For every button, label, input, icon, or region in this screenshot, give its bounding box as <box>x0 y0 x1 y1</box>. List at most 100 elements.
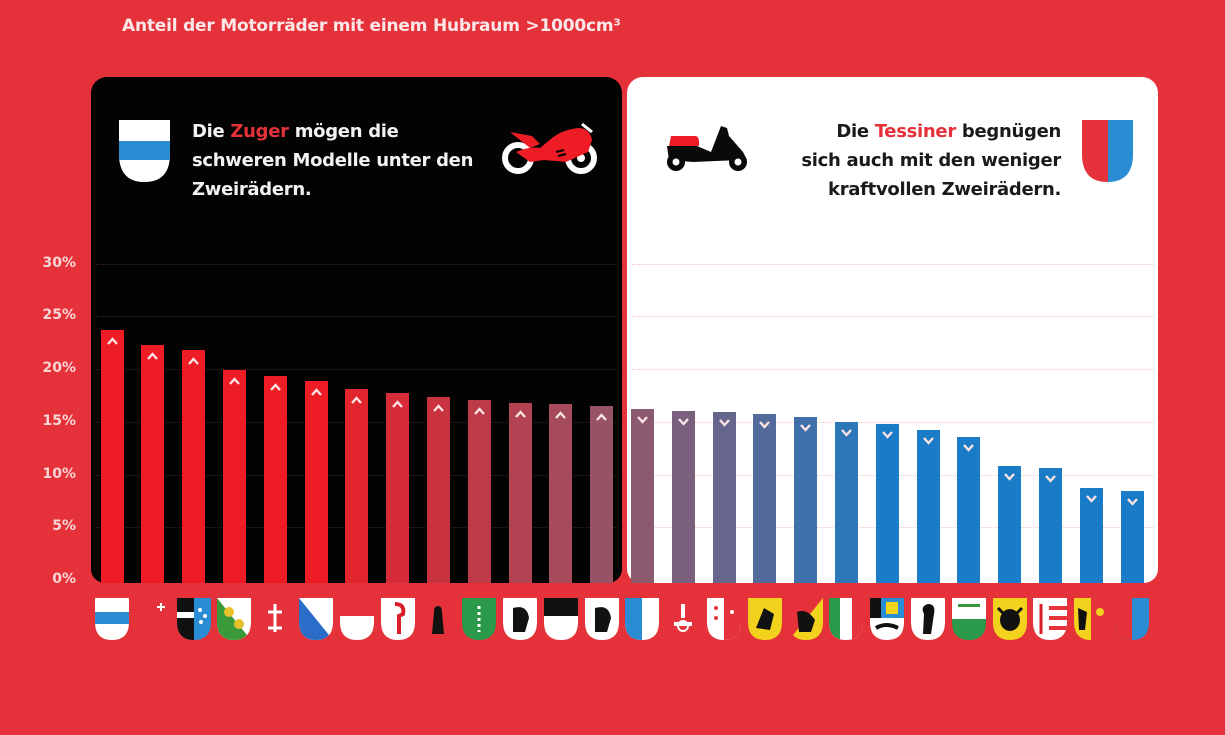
bar-appenzell-ausserrhoden-2- <box>590 405 614 583</box>
bar-obwalden <box>671 411 695 583</box>
bar-bern <box>794 417 818 583</box>
coat-of-arms-basel-stadt-icon <box>911 598 945 640</box>
bar-solothurn <box>345 388 369 583</box>
chevron-up-icon <box>432 404 444 413</box>
coat-of-arms-obwalden-icon <box>666 598 701 640</box>
gridline <box>96 369 618 370</box>
coat-of-arms-solothurn-icon <box>339 598 374 640</box>
bar-freiburg <box>549 403 573 583</box>
y-tick-label: 25% <box>42 307 76 324</box>
coat-of-arms-z-rich-icon <box>299 598 333 640</box>
chevron-up-icon <box>106 337 118 345</box>
chevron-down-icon <box>840 428 852 437</box>
ticino-coat-of-arms-icon <box>1082 120 1133 182</box>
chevron-down-icon <box>1126 498 1138 506</box>
coat-of-arms-appenzell-ausserrhoden-2--icon <box>584 598 619 640</box>
chevron-down-icon <box>636 416 648 424</box>
chevron-up-icon <box>514 409 526 418</box>
y-tick-label: 30% <box>42 254 76 271</box>
gridline <box>632 263 1154 265</box>
bar-z-rich <box>304 381 328 583</box>
coat-of-arms-aargau-icon <box>176 598 211 640</box>
bar-neuenburg <box>834 421 858 583</box>
chevron-down-icon <box>718 419 730 427</box>
coat-of-arms-zug-icon <box>95 598 129 640</box>
chevron-down-icon <box>1004 473 1015 481</box>
coat-of-arms-schaffhausen-icon <box>747 598 782 640</box>
coat-of-arms-appenzell-ausserrhoden-icon <box>503 598 537 640</box>
coat-of-arms-st-gallen-icon <box>462 598 497 640</box>
coat-of-arms-luzern-icon <box>625 598 660 640</box>
chevron-down-icon <box>922 437 934 445</box>
coat-of-arms-neuenburg-icon <box>829 598 864 640</box>
coat-of-arms-freiburg-icon <box>543 598 578 640</box>
chevron-up-icon <box>310 388 322 397</box>
y-tick-label: 15% <box>42 412 76 429</box>
coat-of-arms-graub-nden-icon <box>870 598 905 640</box>
coat-of-arms-thurgau-icon <box>217 598 252 640</box>
chevron-down-icon <box>1044 475 1056 483</box>
highlight-tessiner: Tessiner <box>874 121 957 142</box>
bar-appenzell-ausserrhoden <box>508 402 532 583</box>
y-tick-label: 0% <box>52 571 76 587</box>
bar-waadt <box>957 437 981 583</box>
coat-of-arms-jura-icon <box>1033 598 1068 640</box>
chevron-down-icon <box>881 430 893 439</box>
gridline <box>96 316 618 318</box>
chevron-up-icon <box>147 351 159 360</box>
y-tick-label: 10% <box>42 465 76 482</box>
coat-of-arms-genf-icon <box>1074 598 1109 640</box>
y-tick-label: 20% <box>42 360 76 376</box>
bar-zug <box>100 329 124 583</box>
bar-nidwalden <box>263 376 287 583</box>
coat-of-arms-appenzell-innerrhoden-icon <box>421 598 456 640</box>
bar-graub-nden <box>875 423 899 583</box>
coat-of-arms-wallis-icon <box>707 598 741 640</box>
bar-st-gallen <box>467 400 491 583</box>
coat-of-arms-bern-icon <box>788 598 823 640</box>
chevron-up-icon <box>473 407 485 416</box>
chevron-up-icon <box>269 383 281 392</box>
zug-coat-of-arms-icon <box>119 120 170 182</box>
gridline <box>632 369 1154 370</box>
gridline <box>632 421 1154 423</box>
right-caption: Die Tessiner begnügen sich auch mit den … <box>801 121 1061 200</box>
chevron-down-icon <box>800 424 811 433</box>
chevron-up-icon <box>596 412 607 421</box>
scooter-icon <box>667 126 747 171</box>
bar-wallis <box>712 412 736 583</box>
chevron-up-icon <box>228 377 240 385</box>
chevron-up-icon <box>188 357 199 365</box>
bar-tessin <box>1120 491 1144 583</box>
bar-schaffhausen <box>753 414 777 583</box>
coat-of-arms-uri-icon <box>992 598 1027 640</box>
highlight-zuger: Zuger <box>230 121 289 142</box>
y-tick-label: 5% <box>52 518 76 535</box>
chevron-up-icon <box>555 410 567 419</box>
bar-basel-landschaft <box>386 393 410 583</box>
bar-uri <box>998 465 1022 583</box>
bar-jura <box>1038 468 1062 583</box>
chevron-down-icon <box>677 418 689 426</box>
chevron-up-icon <box>392 400 403 408</box>
bar-basel-stadt <box>916 430 940 583</box>
chevron-down-icon <box>963 444 975 453</box>
left-caption: Die Zuger mögen die schweren Modelle unt… <box>192 121 474 200</box>
coat-of-arms-schwyz-icon <box>135 598 170 640</box>
bar-aargau <box>182 349 206 583</box>
sport-motorcycle-icon <box>502 122 597 174</box>
bar-genf <box>1079 488 1103 583</box>
bar-schwyz <box>141 344 165 583</box>
coat-of-arms-tessin-icon <box>1115 598 1149 640</box>
bar-thurgau <box>222 369 246 583</box>
bar-luzern <box>630 408 654 583</box>
coat-of-arms-waadt-icon <box>951 598 986 640</box>
chevron-up-icon <box>351 396 363 404</box>
chart-title: Anteil der Motorräder mit einem Hubraum … <box>122 16 621 36</box>
gridline <box>632 316 1154 318</box>
gridline <box>96 263 618 265</box>
chevron-down-icon <box>759 421 771 429</box>
bar-appenzell-innerrhoden <box>426 397 450 583</box>
coat-of-arms-nidwalden-icon <box>258 598 293 640</box>
chevron-down-icon <box>1085 495 1097 503</box>
